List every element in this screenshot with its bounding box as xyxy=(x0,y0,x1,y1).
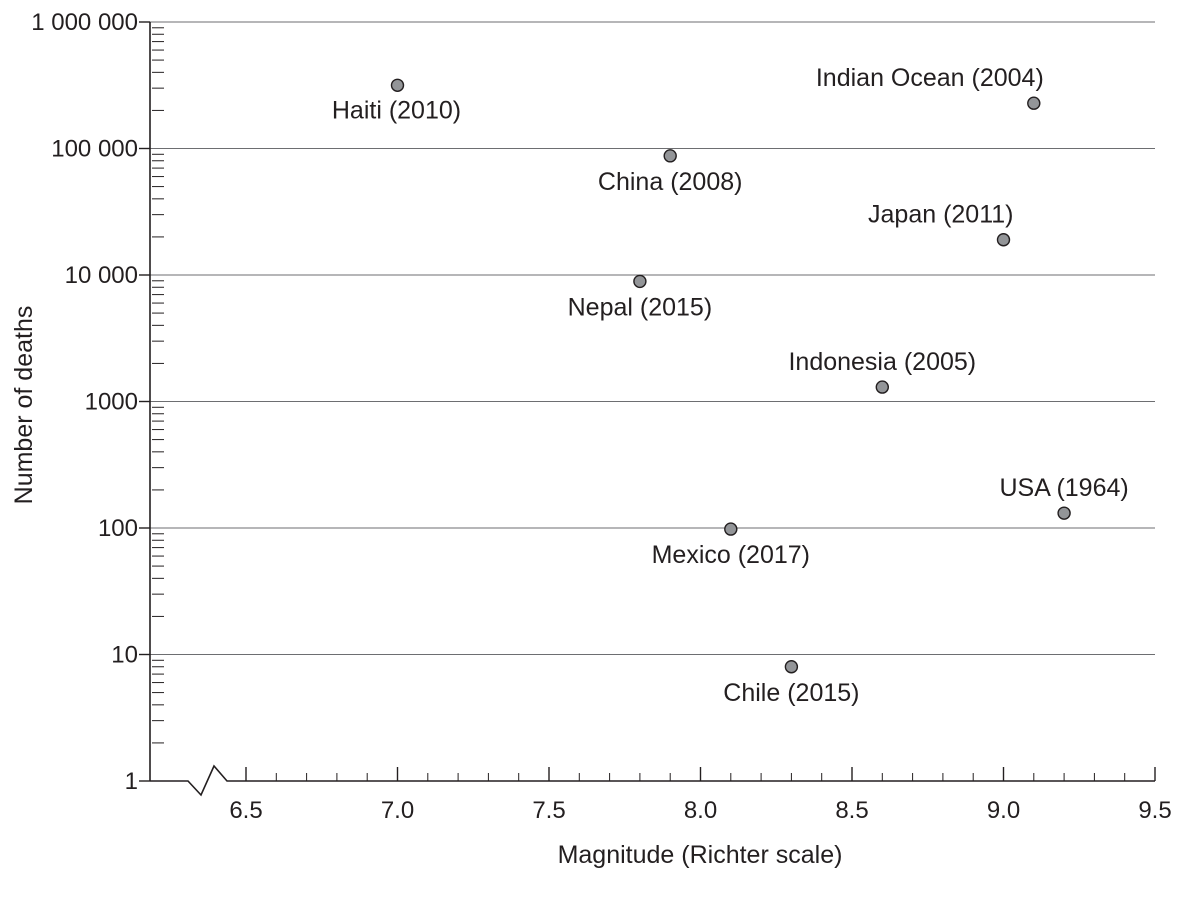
y-tick-label: 1 000 000 xyxy=(31,9,138,36)
data-point-label: Mexico (2017) xyxy=(652,541,810,569)
data-point-label: USA (1964) xyxy=(999,474,1128,502)
data-point xyxy=(1057,506,1071,520)
data-point-label: Haiti (2010) xyxy=(332,96,461,124)
data-point-labels: Haiti (2010) Indian Ocean (2004) China (20… xyxy=(332,64,1129,707)
x-axis-line xyxy=(150,764,1155,797)
x-tick-label: 6.5 xyxy=(229,797,262,824)
y-tick-label: 1000 xyxy=(85,389,138,416)
y-tick-label: 1 xyxy=(125,768,138,795)
gridlines xyxy=(150,21,1155,655)
x-tick-label: 8.0 xyxy=(684,797,717,824)
x-tick-label: 8.5 xyxy=(835,797,868,824)
x-axis-title: Magnitude (Richter scale) xyxy=(558,841,843,869)
data-point-label: Nepal (2015) xyxy=(568,293,713,321)
data-point xyxy=(1027,96,1041,110)
x-tick-label: 7.0 xyxy=(381,797,414,824)
data-point xyxy=(390,78,405,92)
y-tick-label: 100 000 xyxy=(51,136,138,163)
axes xyxy=(149,22,1155,797)
x-tick-label: 9.5 xyxy=(1138,797,1171,824)
axis-ticks xyxy=(139,21,1156,782)
y-tick-label: 10 000 xyxy=(65,262,138,289)
y-tick-label: 100 xyxy=(98,515,138,542)
data-point xyxy=(663,149,677,163)
data-point-label: Indian Ocean (2004) xyxy=(816,64,1044,92)
x-tick-labels: 6.5 7.0 7.5 8.0 8.5 9.0 9.5 xyxy=(229,797,1171,824)
x-tick-label: 9.0 xyxy=(987,797,1020,824)
data-point xyxy=(633,274,647,289)
data-point-label: Chile (2015) xyxy=(723,679,859,707)
data-point xyxy=(724,522,738,536)
y-axis-title: Number of deaths xyxy=(10,306,38,505)
data-points xyxy=(390,78,1071,674)
data-point xyxy=(996,233,1011,247)
data-point xyxy=(784,660,799,674)
data-point xyxy=(875,380,889,394)
data-point-label: Indonesia (2005) xyxy=(788,348,976,376)
x-tick-label: 7.5 xyxy=(532,797,565,824)
data-point-label: China (2008) xyxy=(598,168,743,196)
y-tick-label: 10 xyxy=(111,642,138,669)
y-tick-labels: 1 10 100 1000 10 000 100 000 1 000 000 xyxy=(31,9,138,795)
data-point-label: Japan (2011) xyxy=(868,201,1013,229)
